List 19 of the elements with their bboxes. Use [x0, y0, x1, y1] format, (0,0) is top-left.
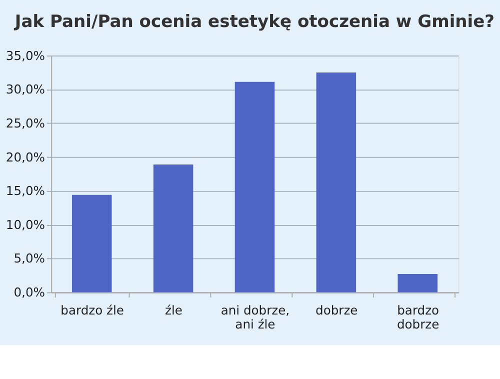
x-tick-label: źle: [165, 304, 182, 318]
y-tick-label: 20,0%: [6, 150, 45, 164]
x-tick-label: bardzo dobrze: [396, 304, 440, 332]
bar: [72, 194, 112, 292]
chart-title: Jak Pani/Pan ocenia estetykę otoczenia w Gminie?: [14, 12, 495, 32]
y-tick-label: 25,0%: [6, 116, 45, 130]
bar: [153, 164, 194, 292]
y-tick-label: 10,0%: [6, 218, 45, 232]
x-tick-label: bardzo źle: [60, 304, 124, 318]
y-tick-label: 35,0%: [6, 48, 45, 63]
x-tick-label: dobrze: [316, 304, 358, 318]
x-tick-label: ani dobrze, ani źle: [220, 304, 290, 332]
y-tick-label: 30,0%: [6, 82, 45, 97]
bar: [398, 274, 438, 292]
bar: [316, 72, 356, 292]
y-tick-label: 5,0%: [14, 252, 45, 266]
y-tick-label: 0,0%: [14, 286, 45, 300]
bar: [234, 82, 275, 292]
y-tick-label: 15,0%: [6, 184, 45, 198]
